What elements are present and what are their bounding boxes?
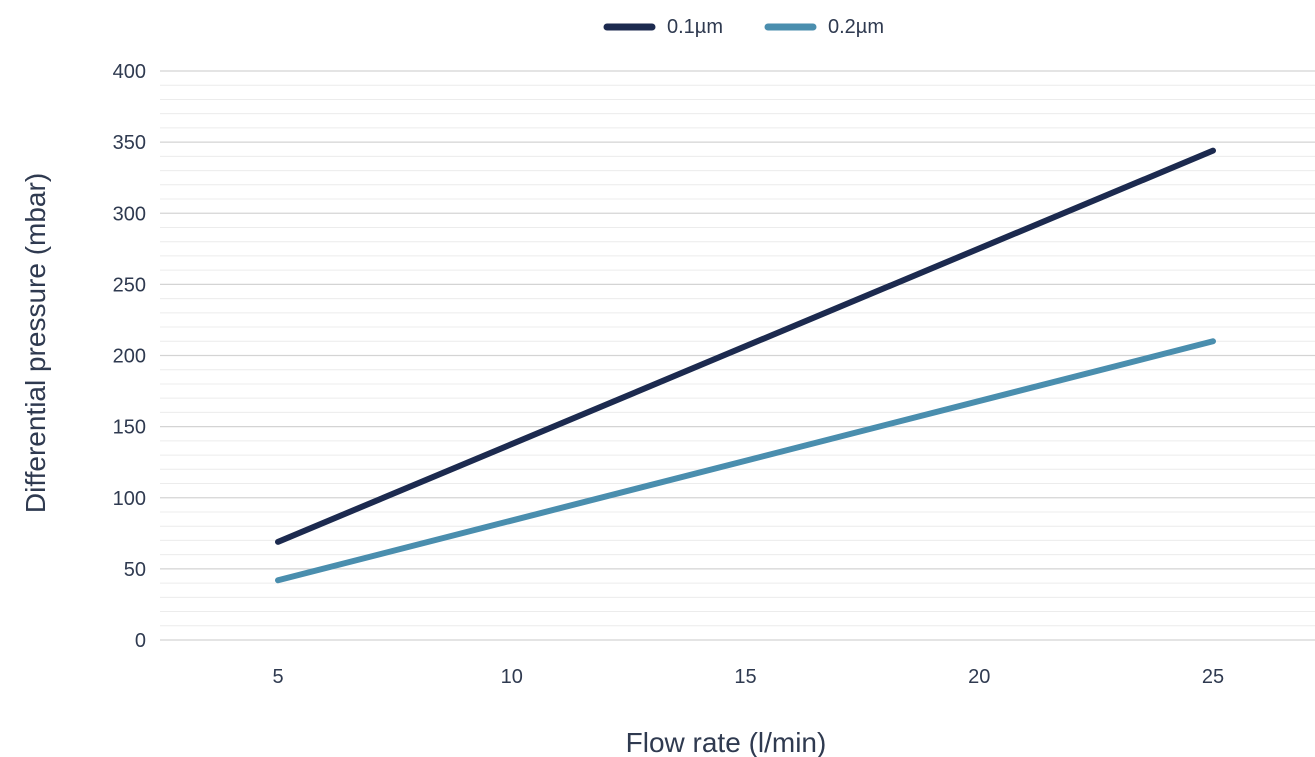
x-tick-label: 25 [1202, 666, 1224, 688]
y-axis-tick-labels: 0 50 100 150 200 250 300 350 400 [113, 61, 146, 652]
y-tick-label: 100 [113, 488, 146, 510]
y-tick-label: 300 [113, 203, 146, 225]
x-tick-label: 5 [272, 666, 283, 688]
y-tick-label: 250 [113, 274, 146, 296]
series-line-2 [275, 338, 1216, 584]
series-lines [275, 147, 1216, 584]
y-tick-label: 50 [124, 559, 146, 581]
x-axis-title: Flow rate (l/min) [626, 727, 827, 757]
legend: 0.1µm 0.2µm [603, 16, 884, 38]
x-axis-tick-labels: 5 10 15 20 25 [272, 666, 1224, 688]
y-tick-label: 0 [135, 630, 146, 652]
minor-gridlines [160, 84, 1315, 627]
y-tick-label: 150 [113, 417, 146, 439]
x-tick-label: 15 [734, 666, 756, 688]
major-gridlines [160, 70, 1315, 641]
legend-label-2: 0.2µm [828, 16, 884, 38]
x-tick-label: 10 [501, 666, 523, 688]
y-axis-title: Differential pressure (mbar) [20, 173, 51, 513]
y-tick-label: 400 [113, 61, 146, 83]
x-tick-label: 20 [968, 666, 990, 688]
series-line-1 [275, 147, 1216, 545]
y-tick-label: 200 [113, 346, 146, 368]
y-tick-label: 350 [113, 132, 146, 154]
legend-label-1: 0.1µm [667, 16, 723, 38]
